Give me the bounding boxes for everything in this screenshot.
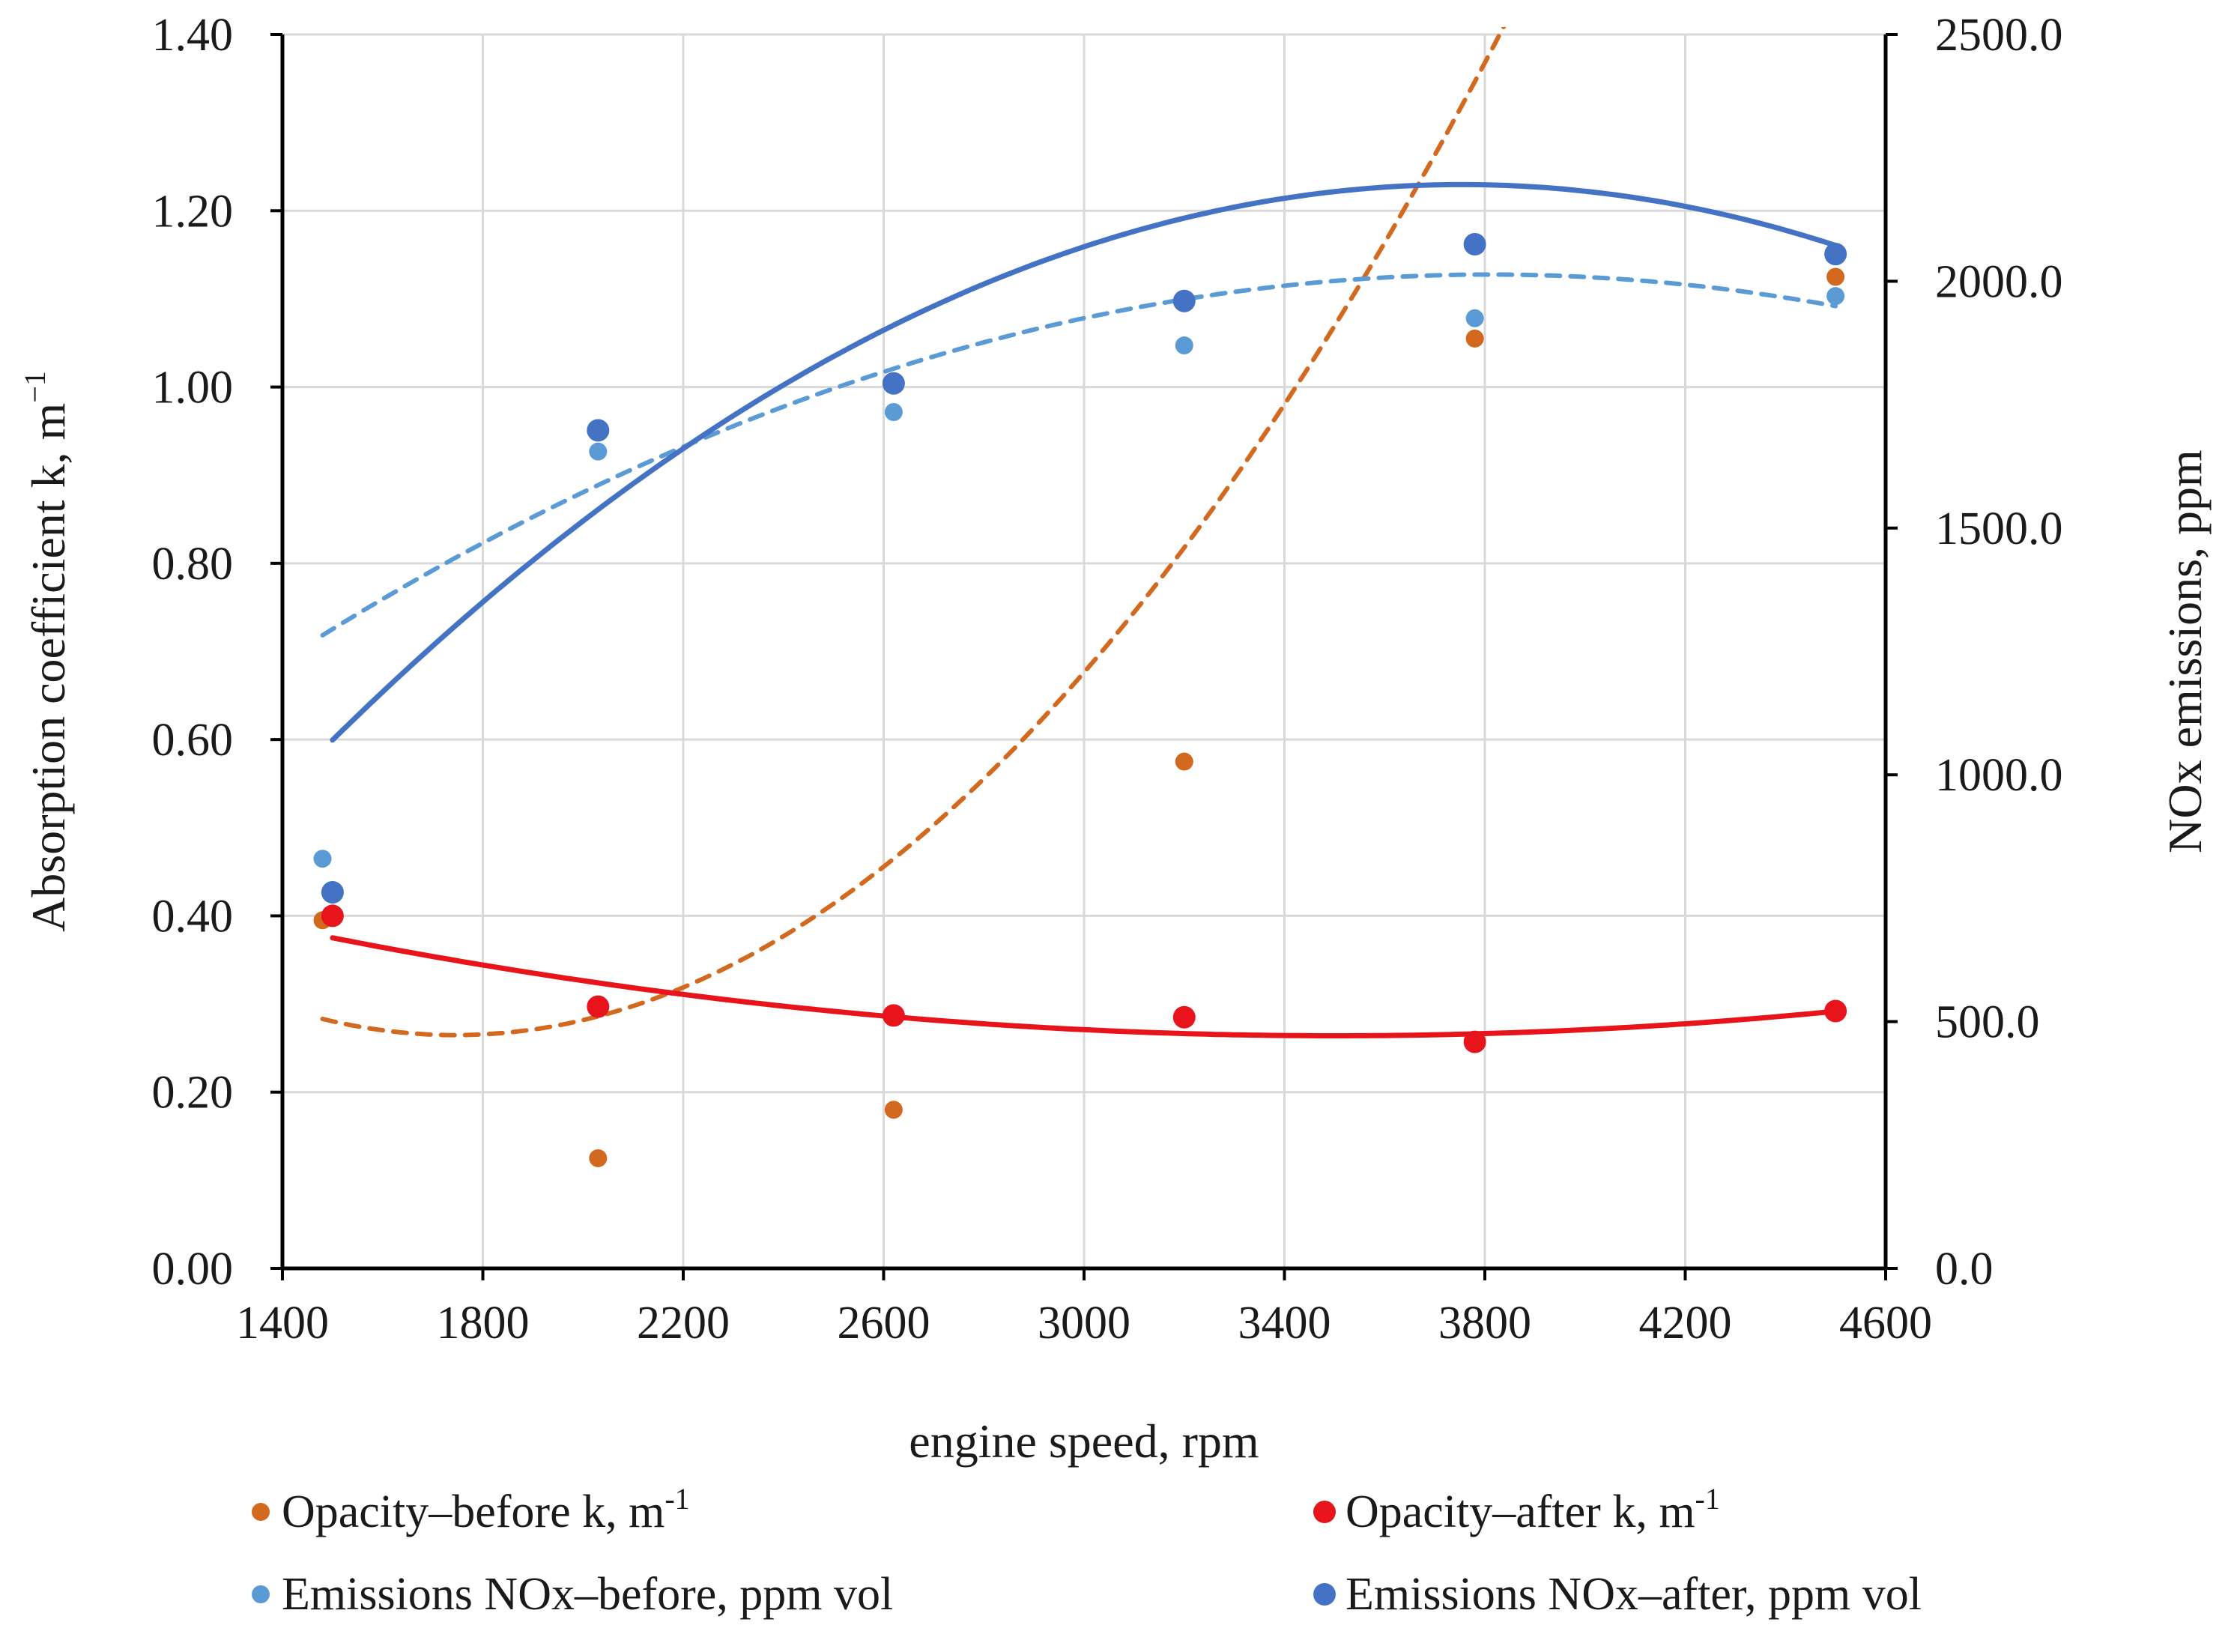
trendline-series-1 xyxy=(330,935,1838,1038)
legend-label-series-0: Opacity–before k, m-1 xyxy=(282,1482,690,1537)
legend-label-text: Opacity–before k, m xyxy=(282,1486,665,1537)
trendline-series-2 xyxy=(320,272,1838,638)
data-point-series-3 xyxy=(1824,243,1847,266)
axes xyxy=(270,33,1898,1280)
x-axis-title: engine speed, rpm xyxy=(909,1415,1259,1468)
data-point-series-0 xyxy=(1175,752,1193,771)
legend: Opacity–before k, m-1 Opacity–after k, m-… xyxy=(252,1482,1922,1620)
legend-marker-series-2 xyxy=(252,1585,270,1603)
legend-label-text: Emissions NOx–after, ppm vol xyxy=(1345,1569,1922,1620)
data-points xyxy=(313,232,1847,1167)
trendlines xyxy=(320,27,1838,1038)
x-tick-label: 3400 xyxy=(1238,1298,1331,1349)
data-point-series-0 xyxy=(589,1149,608,1167)
data-point-series-3 xyxy=(587,419,610,442)
data-point-series-2 xyxy=(1826,287,1845,306)
trendline-series-3 xyxy=(330,181,1838,743)
legend-marker-series-1 xyxy=(1313,1501,1336,1523)
y-axis-left-title-superscript: −1 xyxy=(18,371,52,403)
y-left-tick-label: 1.20 xyxy=(152,186,234,237)
y-left-tick-label: 0.80 xyxy=(152,539,234,590)
data-point-series-0 xyxy=(884,1101,903,1119)
data-point-series-2 xyxy=(589,442,608,461)
y-left-tick-label: 1.40 xyxy=(152,10,234,61)
legend-label-series-3: Emissions NOx–after, ppm vol xyxy=(1345,1569,1922,1620)
data-point-series-1 xyxy=(321,904,344,928)
data-point-series-3 xyxy=(1463,232,1486,255)
y-right-tick-label: 0.0 xyxy=(1935,1244,1994,1295)
trendline-series-0 xyxy=(320,27,1507,1038)
y-left-tick-label: 0.00 xyxy=(152,1244,234,1295)
data-point-series-3 xyxy=(321,880,344,904)
y-right-tick-label: 2500.0 xyxy=(1935,10,2063,61)
y-left-tick-label: 0.40 xyxy=(152,891,234,942)
legend-label-superscript: -1 xyxy=(665,1482,689,1516)
data-point-series-1 xyxy=(587,995,610,1018)
data-point-series-2 xyxy=(884,402,903,421)
data-point-series-1 xyxy=(1463,1030,1486,1053)
legend-marker-series-3 xyxy=(1313,1583,1336,1606)
data-point-series-3 xyxy=(882,372,905,395)
x-tick-label: 4600 xyxy=(1839,1298,1932,1349)
x-tick-label: 2200 xyxy=(637,1298,730,1349)
data-point-series-2 xyxy=(1465,309,1484,327)
y-left-tick-label: 0.20 xyxy=(152,1068,234,1119)
x-tick-label: 4200 xyxy=(1639,1298,1732,1349)
legend-label-text: Emissions NOx–before, ppm vol xyxy=(282,1569,893,1620)
data-point-series-1 xyxy=(1172,1005,1196,1029)
y-axis-left-title-text: Absorption coefficient k, m xyxy=(22,403,75,932)
legend-label-text: Opacity–after k, m xyxy=(1345,1486,1695,1537)
legend-label-series-1: Opacity–after k, m-1 xyxy=(1345,1482,1720,1537)
data-point-series-1 xyxy=(1824,999,1847,1023)
data-point-series-3 xyxy=(1172,289,1196,312)
data-point-series-1 xyxy=(882,1004,905,1027)
data-point-series-2 xyxy=(313,850,332,868)
y-left-tick-label: 0.60 xyxy=(152,715,234,766)
y-right-tick-label: 1500.0 xyxy=(1935,503,2063,554)
axis-labels: 1400 1800 2200 2600 3000 3400 3800 4200 46000.00… xyxy=(18,10,2212,1468)
y-left-tick-label: 1.00 xyxy=(152,363,234,414)
y-right-tick-label: 500.0 xyxy=(1935,997,2040,1048)
x-tick-label: 2600 xyxy=(838,1298,930,1349)
y-right-tick-label: 2000.0 xyxy=(1935,256,2063,307)
x-tick-label: 1800 xyxy=(437,1298,530,1349)
x-tick-label: 3800 xyxy=(1438,1298,1531,1349)
x-tick-label: 1400 xyxy=(236,1298,329,1349)
data-point-series-0 xyxy=(1826,267,1845,286)
legend-label-superscript: -1 xyxy=(1695,1482,1720,1516)
data-point-series-2 xyxy=(1175,336,1193,355)
legend-marker-series-0 xyxy=(252,1503,270,1521)
y-axis-right-title: NOx emissions, ppm xyxy=(2158,450,2212,853)
y-axis-left-title: Absorption coefficient k, m−1 xyxy=(18,371,75,932)
x-tick-label: 3000 xyxy=(1038,1298,1130,1349)
y-right-tick-label: 1000.0 xyxy=(1935,750,2063,801)
legend-label-series-2: Emissions NOx–before, ppm vol xyxy=(282,1569,893,1620)
data-point-series-0 xyxy=(1465,329,1484,348)
